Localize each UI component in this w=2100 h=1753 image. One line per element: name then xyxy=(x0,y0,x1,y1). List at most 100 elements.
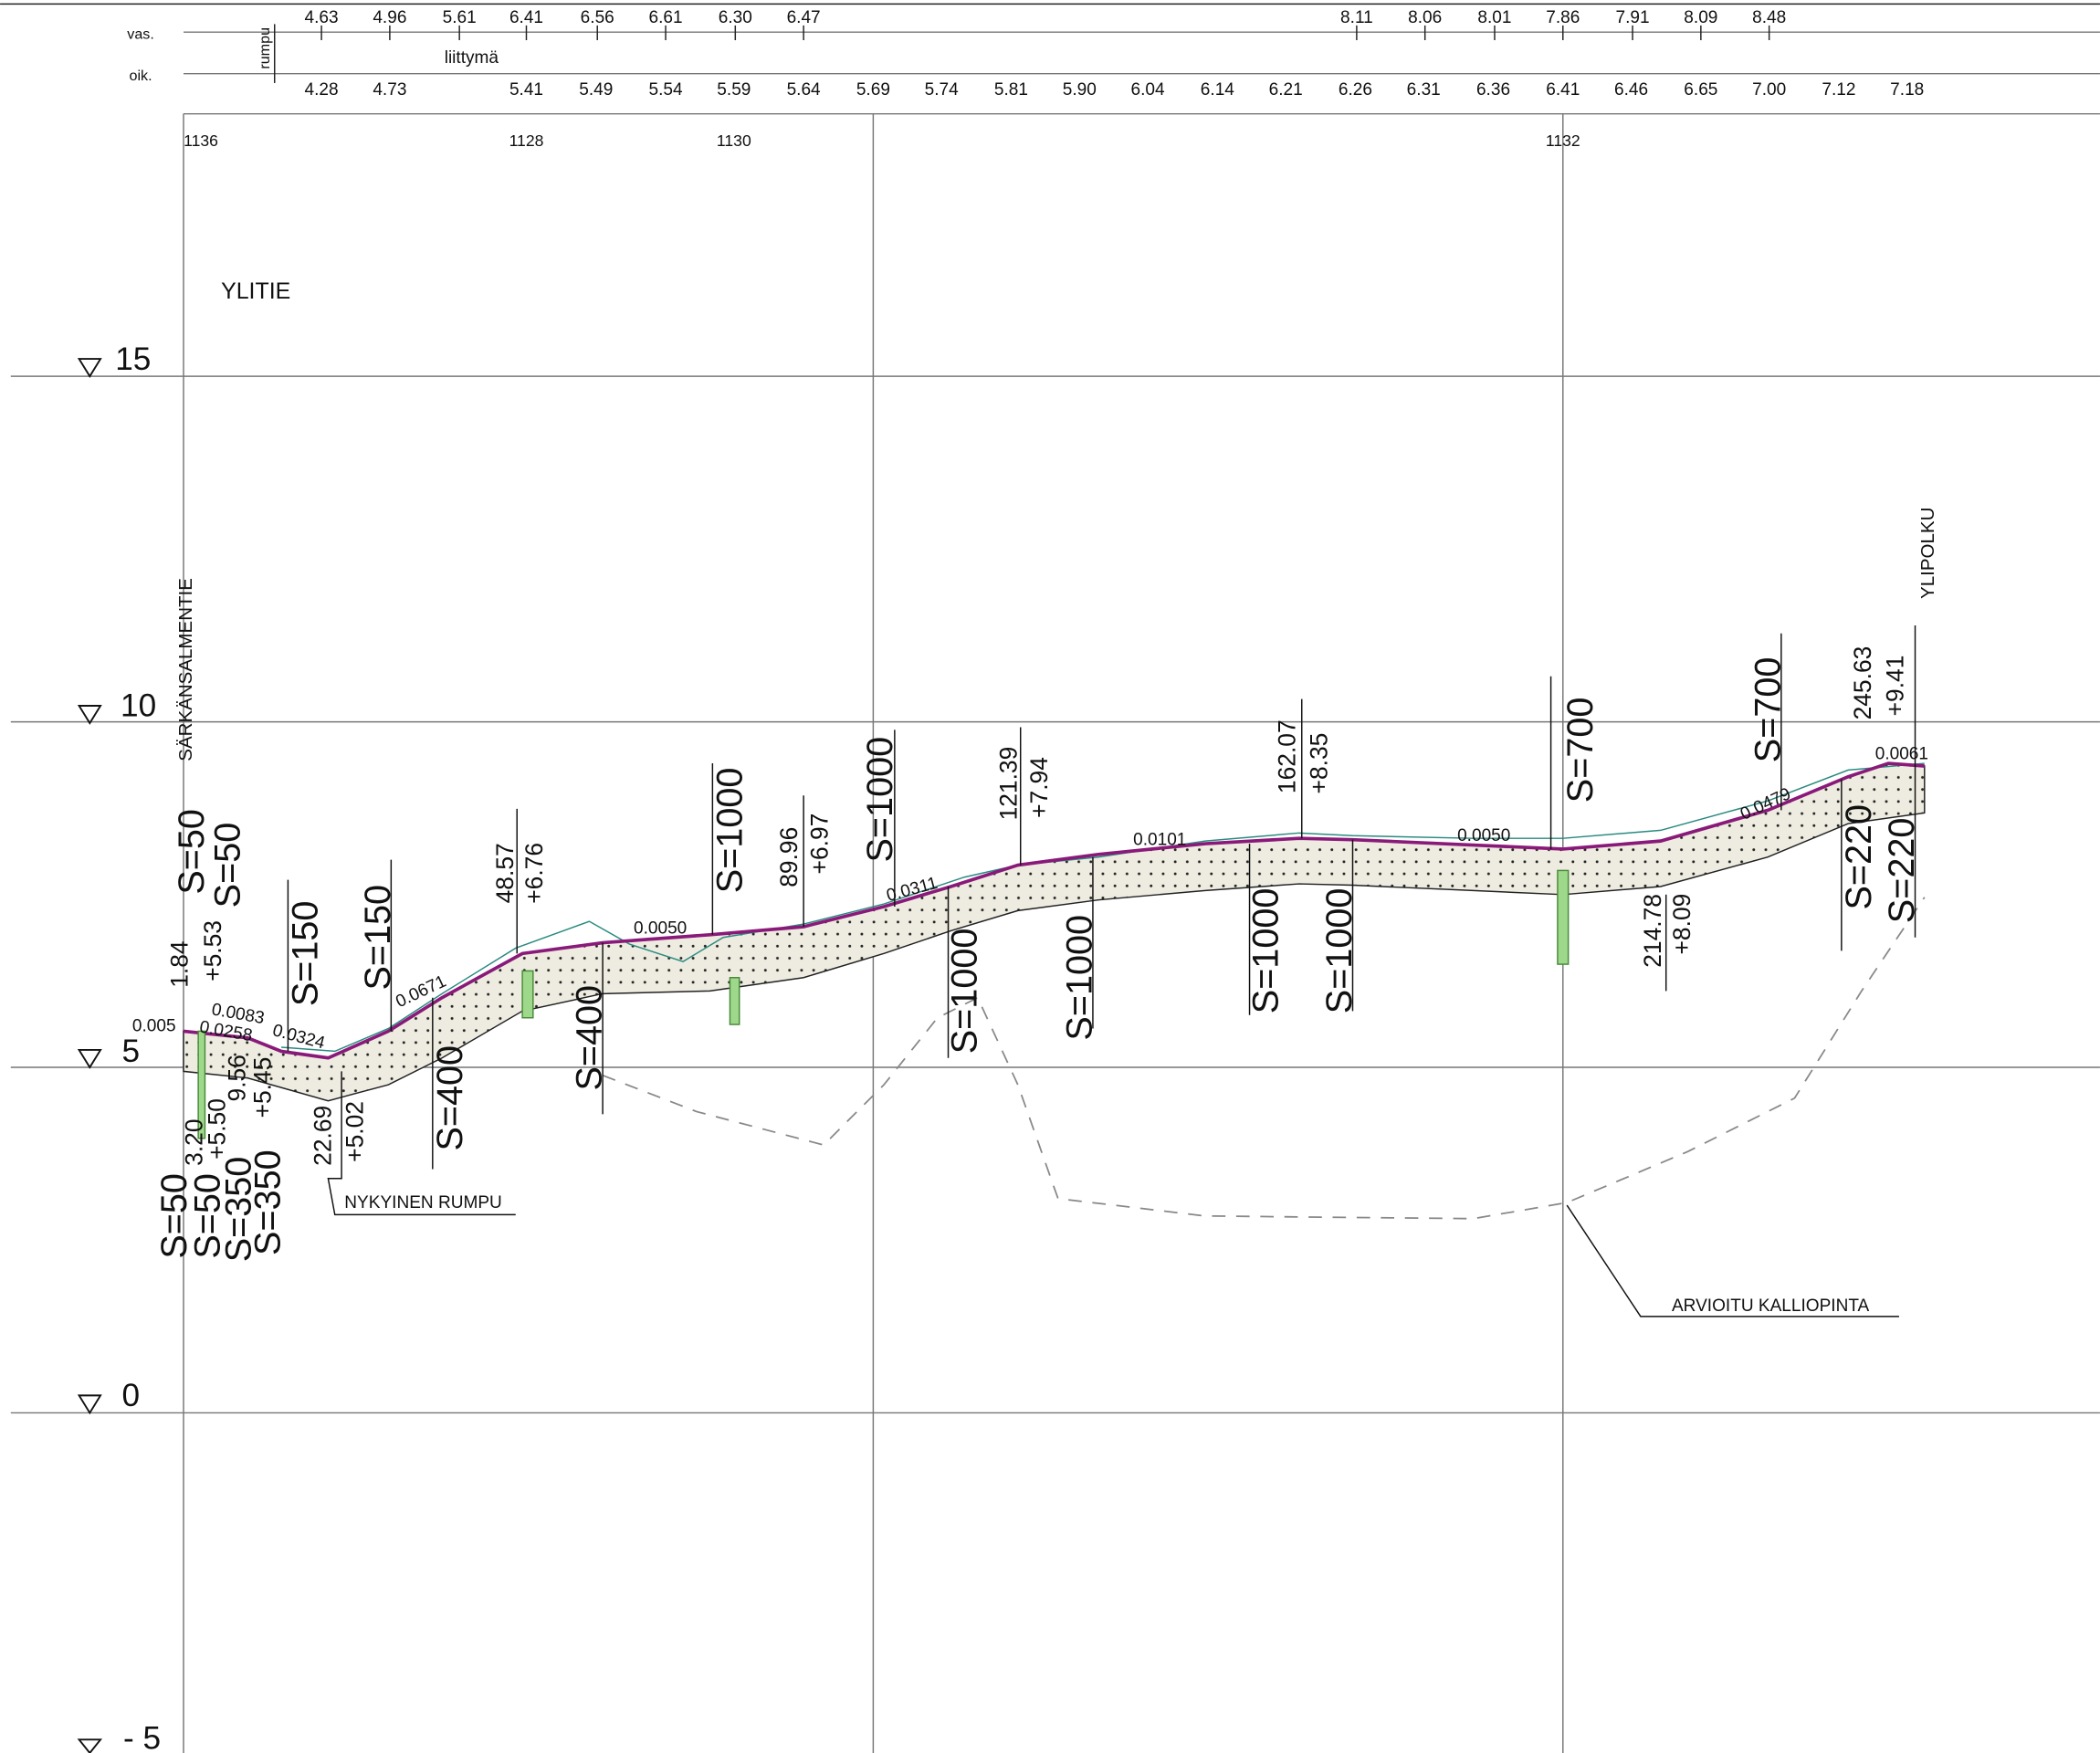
station: 1132 xyxy=(1546,131,1580,150)
elevation-label: 0 xyxy=(122,1378,141,1413)
left-edge-height: 8.01 xyxy=(1477,8,1511,27)
right-edge-height: 4.73 xyxy=(373,80,406,100)
left-edge-height: 6.41 xyxy=(509,8,543,27)
curve-radius: S=150 xyxy=(286,901,326,1007)
existing-ground xyxy=(281,762,1925,1053)
right-edge-height: 5.49 xyxy=(579,80,613,100)
elevation-label: 5 xyxy=(122,1034,141,1069)
stake-value: +8.09 xyxy=(1668,894,1696,955)
stake-value: +5.02 xyxy=(341,1101,369,1162)
stake-value: 214.78 xyxy=(1639,894,1666,968)
elevation-label: 15 xyxy=(115,341,151,377)
left-edge-height: 6.47 xyxy=(787,8,821,27)
curve-radius: S=700 xyxy=(1560,698,1601,803)
stake-value: 121.39 xyxy=(994,747,1022,821)
elevation-label: - 5 xyxy=(123,1721,161,1753)
station: 1130 xyxy=(717,131,751,150)
row-label: oik. xyxy=(130,68,152,84)
stake-value: +5.53 xyxy=(199,920,226,981)
right-edge-height: 6.14 xyxy=(1201,80,1234,100)
curve-radius: S=400 xyxy=(430,1045,470,1151)
stake-value: +6.97 xyxy=(806,814,834,875)
right-edge-height: 6.36 xyxy=(1476,80,1510,100)
curve-radius: S=150 xyxy=(358,885,398,991)
left-edge-height: 6.61 xyxy=(648,8,682,27)
right-edge-height: 5.69 xyxy=(856,80,890,100)
left-edge-height: 8.06 xyxy=(1408,8,1442,27)
right-edge-height: 7.00 xyxy=(1752,80,1786,100)
left-edge-height: 8.48 xyxy=(1752,8,1786,27)
stake-value: +5.45 xyxy=(248,1057,276,1118)
curve-radius: S=220 xyxy=(1882,818,1922,924)
left-edge-height: 5.61 xyxy=(443,8,477,27)
right-edge-height: 6.65 xyxy=(1684,80,1717,100)
curve-radius: S=1000 xyxy=(1245,888,1286,1014)
right-edge-height: 7.12 xyxy=(1822,80,1855,100)
grade-line xyxy=(183,761,1925,1060)
left-edge-height: 4.63 xyxy=(305,8,339,27)
row-label: vas. xyxy=(127,26,154,43)
curve-radius: S=1000 xyxy=(860,737,900,863)
right-edge-height: 5.90 xyxy=(1063,80,1097,100)
curve-radius: S=350 xyxy=(218,1157,258,1263)
annotation: NYKYINEN RUMPU xyxy=(344,1193,502,1212)
left-edge-height: 7.86 xyxy=(1546,8,1580,27)
curve-radius: S=700 xyxy=(1748,657,1788,763)
grade: 0.0101 xyxy=(1133,831,1186,850)
left-edge-height: 8.11 xyxy=(1340,8,1373,27)
right-edge-height: 6.26 xyxy=(1339,80,1372,100)
road-name: SÄRKÄNSALMENTIE xyxy=(175,578,196,761)
pipes xyxy=(197,869,1570,1139)
curve-radius: S=50 xyxy=(188,1173,228,1259)
junction-marker: liittymä xyxy=(445,48,499,68)
elevation-label: 10 xyxy=(121,688,156,724)
right-edge-height: 5.74 xyxy=(925,80,959,100)
station: 1128 xyxy=(509,131,544,150)
station: 1136 xyxy=(184,131,218,150)
grade: 0.0050 xyxy=(634,918,687,938)
curve-radius: S=400 xyxy=(570,985,610,1091)
stake-value: 89.96 xyxy=(775,827,803,887)
curve-radius: S=1000 xyxy=(1319,888,1360,1014)
right-edge-height: 7.18 xyxy=(1890,80,1924,100)
right-edge-height: 4.28 xyxy=(305,80,339,100)
right-edge-height: 6.04 xyxy=(1131,80,1165,100)
stake-value: 22.69 xyxy=(309,1106,336,1166)
right-edge-height: 5.64 xyxy=(787,80,821,100)
stake-value: +9.41 xyxy=(1881,656,1908,717)
curve-radius: S=1000 xyxy=(1059,915,1099,1041)
left-edge-height: 6.30 xyxy=(719,8,752,27)
stake-value: 1.84 xyxy=(165,940,193,987)
grade: 0.0050 xyxy=(1457,826,1510,845)
right-edge-height: 6.46 xyxy=(1614,80,1648,100)
curve-radius: S=50 xyxy=(172,809,212,895)
leaders xyxy=(287,625,1916,1317)
rock-surface xyxy=(602,897,1926,1220)
right-edge-height: 5.54 xyxy=(648,80,682,100)
curve-radius: S=50 xyxy=(154,1173,194,1259)
stake-value: 3.20 xyxy=(181,1118,208,1165)
right-edge-height: 5.41 xyxy=(509,80,543,100)
road-name: YLIPOLKU xyxy=(1917,508,1938,599)
curve-radius: S=1000 xyxy=(944,929,984,1055)
stake-value: +7.94 xyxy=(1025,757,1053,818)
left-edge-height: 4.96 xyxy=(373,8,406,27)
annotation: ARVIOITU KALLIOPINTA xyxy=(1672,1296,1870,1316)
right-edge-height: 6.41 xyxy=(1546,80,1580,100)
curve-radius: S=220 xyxy=(1839,804,1879,910)
stake-value: 162.07 xyxy=(1273,719,1300,793)
curve-radius: S=1000 xyxy=(710,768,751,894)
curve-radius: S=350 xyxy=(248,1149,289,1255)
stake-value: 9.56 xyxy=(223,1055,250,1101)
right-edge-height: 5.59 xyxy=(717,80,751,100)
right-edge-height: 6.31 xyxy=(1407,80,1441,100)
grade: 0.005 xyxy=(132,1016,176,1035)
left-edge-height: 7.91 xyxy=(1616,8,1650,27)
stake-value: +6.76 xyxy=(520,843,548,904)
right-edge-height: 5.81 xyxy=(994,80,1028,100)
right-edge-height: 6.21 xyxy=(1269,80,1303,100)
culvert-marker: rumpu xyxy=(257,27,273,69)
elevation-markers xyxy=(77,358,103,1753)
left-edge-height: 8.09 xyxy=(1684,8,1717,27)
